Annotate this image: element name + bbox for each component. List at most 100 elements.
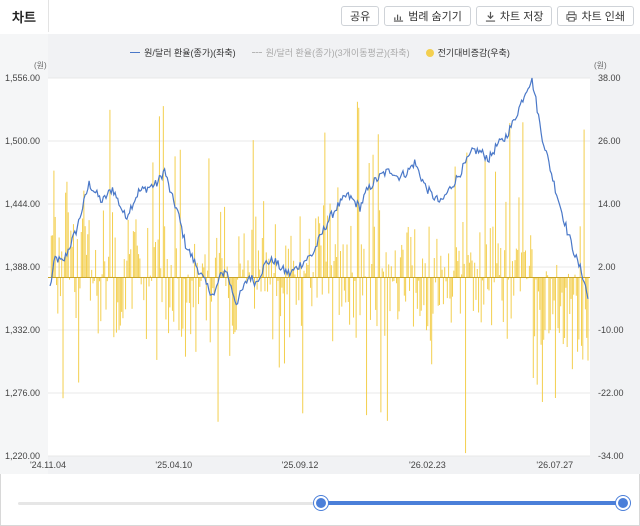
change-bar (459, 277, 461, 314)
change-bar (307, 264, 309, 278)
change-bar (200, 277, 202, 281)
change-bar (100, 277, 102, 322)
change-bar (205, 277, 207, 321)
left-tick-label: 1,276.00 (5, 388, 40, 398)
change-bar (431, 277, 433, 365)
change-bar (273, 272, 275, 278)
change-bar (259, 269, 261, 278)
change-bar (536, 277, 538, 385)
legend-hide-button[interactable]: 범례 숨기기 (384, 6, 471, 26)
change-bar (519, 277, 521, 292)
change-bar (121, 277, 123, 312)
change-bar (342, 244, 344, 278)
change-bar (209, 277, 211, 343)
change-bar (398, 277, 400, 312)
change-bar (312, 272, 314, 278)
change-bar (345, 277, 347, 303)
change-bar (452, 277, 454, 297)
change-bar (320, 245, 322, 278)
change-bar (500, 247, 502, 278)
change-bar (552, 277, 554, 315)
chart-print-label: 차트 인쇄 (581, 11, 625, 23)
change-bar (82, 218, 84, 278)
change-bar (513, 277, 515, 296)
change-bar (418, 277, 420, 281)
change-bar (247, 260, 249, 278)
change-bar (368, 163, 370, 278)
change-bar (333, 261, 335, 278)
change-bar (195, 277, 197, 352)
change-bar (471, 260, 473, 278)
change-bar (586, 277, 588, 338)
change-bar (265, 252, 267, 278)
change-bar (429, 277, 431, 341)
change-bar (152, 162, 154, 278)
change-bar (485, 244, 487, 278)
change-bar (502, 277, 504, 323)
change-bar (371, 264, 373, 278)
change-bar (175, 248, 177, 278)
range-slider-selection[interactable] (319, 501, 622, 505)
change-bar (410, 236, 412, 278)
change-bar (234, 277, 236, 333)
change-bar (433, 258, 435, 278)
change-bar (171, 277, 173, 311)
change-bar (403, 277, 405, 296)
change-bar (217, 277, 219, 422)
change-bar (422, 258, 424, 278)
x-tick-label: '24.11.04 (30, 460, 66, 470)
change-bar (534, 277, 536, 337)
change-bar (351, 272, 353, 278)
change-bar (405, 277, 407, 302)
change-bar (382, 271, 384, 278)
change-bar (170, 264, 172, 278)
legend-item-change[interactable]: 전기대비증감(우축) (425, 46, 510, 59)
change-bar (532, 277, 534, 378)
change-bar (239, 263, 241, 278)
change-bar (412, 277, 414, 327)
change-bar (302, 277, 304, 414)
change-bar (294, 274, 296, 278)
change-bar (458, 250, 460, 278)
change-bar (140, 277, 142, 285)
range-slider-left-handle[interactable] (314, 496, 328, 510)
change-bar (453, 270, 455, 278)
change-bar (330, 265, 332, 278)
change-bar (224, 206, 226, 278)
change-bar (285, 245, 287, 278)
chart-print-button[interactable]: 차트 인쇄 (557, 6, 634, 26)
change-bar (540, 277, 542, 345)
change-bar (225, 277, 227, 287)
change-bar (373, 226, 375, 278)
chart-tab[interactable]: 차트 (0, 0, 49, 32)
change-bar (317, 216, 319, 278)
change-bar (319, 223, 321, 278)
range-slider-right-handle[interactable] (616, 496, 630, 510)
change-bar (570, 277, 572, 299)
change-bar (390, 266, 392, 278)
change-bar (407, 226, 409, 278)
change-bar (528, 265, 530, 278)
share-button[interactable]: 공유 (341, 6, 380, 26)
change-bar (369, 277, 371, 320)
change-bar (446, 277, 448, 299)
change-bar (506, 277, 508, 339)
chart-toolbar: 공유 범례 숨기기 차트 저장 차트 인쇄 (341, 6, 634, 26)
change-bar (461, 274, 463, 278)
change-bar (164, 226, 166, 278)
change-bar (198, 277, 200, 305)
legend-item-exchange-rate[interactable]: 원/달러 환율(종가)(좌축) (130, 46, 236, 59)
change-bar (252, 140, 254, 278)
change-bar (267, 277, 269, 292)
change-bar (565, 277, 567, 288)
legend-item-moving-average[interactable]: 원/달러 환율(종가)(3개이동평균)(좌축) (251, 46, 410, 59)
change-bar (388, 264, 390, 278)
change-bar (402, 249, 404, 278)
change-bar (425, 277, 427, 331)
chart-save-button[interactable]: 차트 저장 (475, 6, 553, 26)
change-bar (93, 277, 95, 282)
change-bar (343, 277, 345, 291)
change-bar (582, 277, 584, 360)
change-bar (338, 277, 340, 315)
